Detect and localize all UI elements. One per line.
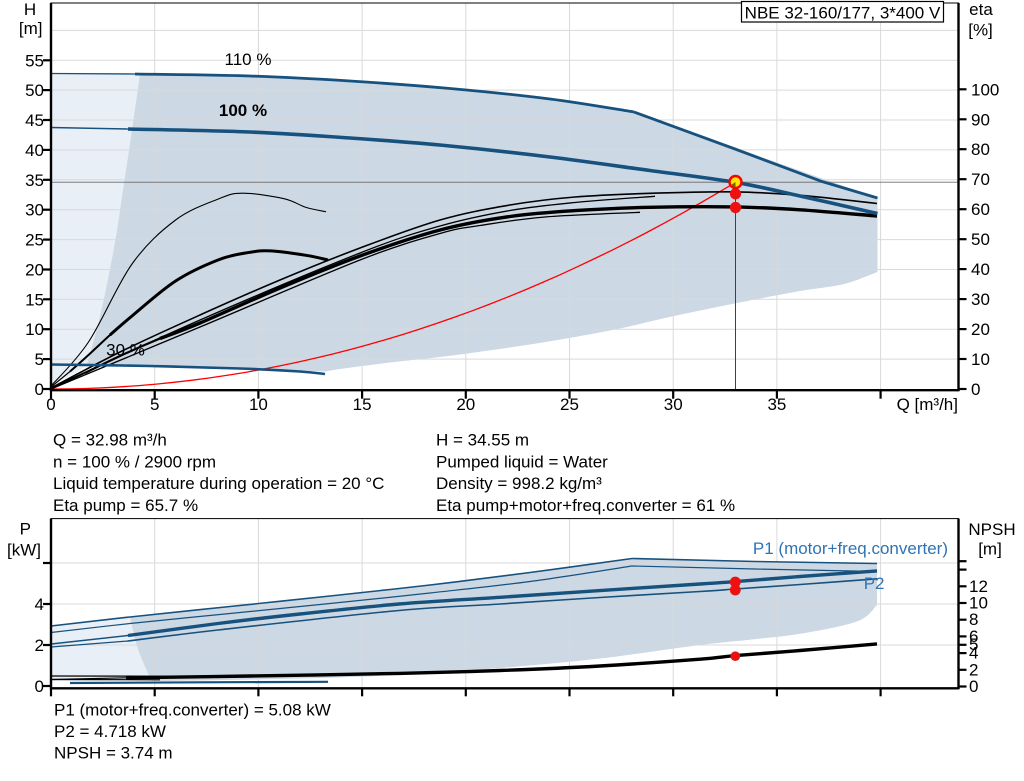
svg-text:20: 20 <box>456 395 475 414</box>
svg-text:100 %: 100 % <box>219 101 267 120</box>
svg-text:Eta pump = 65.7 %: Eta pump = 65.7 % <box>53 496 198 515</box>
svg-text:H = 34.55 m: H = 34.55 m <box>436 431 529 450</box>
svg-text:25: 25 <box>560 395 579 414</box>
svg-text:10: 10 <box>969 594 988 613</box>
svg-text:90: 90 <box>971 110 990 129</box>
svg-text:10: 10 <box>971 350 990 369</box>
svg-text:70: 70 <box>971 170 990 189</box>
svg-text:2: 2 <box>969 660 978 679</box>
svg-text:20: 20 <box>25 261 44 280</box>
svg-text:H: H <box>24 0 36 19</box>
svg-text:110 %: 110 % <box>225 50 272 69</box>
svg-text:NBE 32-160/177, 3*400 V: NBE 32-160/177, 3*400 V <box>745 4 941 23</box>
svg-text:25: 25 <box>25 231 44 250</box>
svg-text:[m]: [m] <box>19 19 43 38</box>
svg-text:0: 0 <box>35 677 44 696</box>
svg-text:30: 30 <box>971 290 990 309</box>
svg-text:10: 10 <box>25 320 44 339</box>
svg-text:[m]: [m] <box>978 540 1002 559</box>
svg-text:30: 30 <box>664 395 683 414</box>
svg-text:Density = 998.2 kg/m³: Density = 998.2 kg/m³ <box>436 474 602 493</box>
svg-text:2: 2 <box>35 636 44 655</box>
svg-text:50: 50 <box>25 81 44 100</box>
svg-text:P2: P2 <box>864 574 885 593</box>
svg-text:4: 4 <box>969 644 978 663</box>
svg-text:12: 12 <box>969 577 988 596</box>
svg-text:8: 8 <box>969 610 978 629</box>
svg-text:n = 100 % / 2900 rpm: n = 100 % / 2900 rpm <box>53 452 216 471</box>
svg-text:40: 40 <box>971 260 990 279</box>
svg-text:10: 10 <box>249 395 268 414</box>
svg-text:30: 30 <box>25 201 44 220</box>
svg-text:20: 20 <box>971 320 990 339</box>
svg-text:5: 5 <box>150 395 159 414</box>
svg-text:Pumped liquid = Water: Pumped liquid = Water <box>436 452 608 471</box>
svg-text:55: 55 <box>25 51 44 70</box>
svg-text:NPSH = 3.74 m: NPSH = 3.74 m <box>54 744 173 763</box>
svg-text:40: 40 <box>25 141 44 160</box>
svg-text:60: 60 <box>971 200 990 219</box>
svg-text:4: 4 <box>35 595 44 614</box>
svg-text:50: 50 <box>971 230 990 249</box>
svg-text:0: 0 <box>971 380 980 399</box>
svg-text:P2 = 4.718 kW: P2 = 4.718 kW <box>54 722 166 741</box>
svg-text:6: 6 <box>969 627 978 646</box>
svg-text:NPSH: NPSH <box>968 520 1015 539</box>
svg-text:15: 15 <box>25 290 44 309</box>
svg-text:0: 0 <box>46 395 55 414</box>
svg-text:80: 80 <box>971 140 990 159</box>
svg-text:45: 45 <box>25 111 44 130</box>
svg-text:5: 5 <box>35 350 44 369</box>
svg-text:P: P <box>20 520 31 539</box>
svg-text:P1 (motor+freq.converter): P1 (motor+freq.converter) <box>753 539 948 558</box>
svg-text:0: 0 <box>969 677 978 696</box>
svg-text:P1 (motor+freq.converter) = 5.: P1 (motor+freq.converter) = 5.08 kW <box>54 701 331 720</box>
svg-text:[%]: [%] <box>968 21 993 40</box>
svg-text:15: 15 <box>353 395 372 414</box>
svg-text:0: 0 <box>35 380 44 399</box>
svg-text:Q = 32.98 m³/h: Q = 32.98 m³/h <box>53 431 167 450</box>
svg-text:100: 100 <box>971 80 999 99</box>
svg-text:eta: eta <box>969 0 993 19</box>
svg-text:5: 5 <box>969 635 978 654</box>
svg-text:Q [m³/h]: Q [m³/h] <box>897 395 958 414</box>
svg-text:35: 35 <box>25 171 44 190</box>
svg-text:Eta pump+motor+freq.converter: Eta pump+motor+freq.converter = 61 % <box>436 496 735 515</box>
svg-text:Liquid temperature during oper: Liquid temperature during operation = 20… <box>53 474 384 493</box>
svg-text:[kW]: [kW] <box>7 541 41 560</box>
svg-text:30 %: 30 % <box>106 341 145 360</box>
svg-text:35: 35 <box>767 395 786 414</box>
